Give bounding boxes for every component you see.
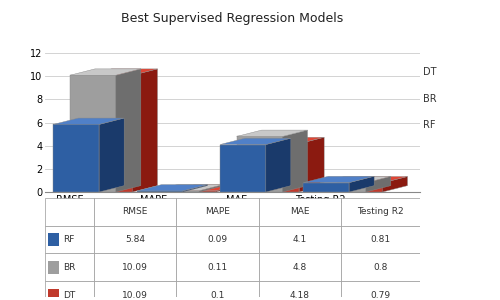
Polygon shape [154,191,199,192]
Polygon shape [254,144,299,192]
Bar [48,233,58,246]
Polygon shape [216,184,241,192]
Text: 0.1: 0.1 [210,290,224,299]
Polygon shape [182,184,208,192]
Polygon shape [349,176,374,192]
FancyBboxPatch shape [259,226,341,254]
Text: RF: RF [63,235,74,244]
Polygon shape [220,145,266,192]
Text: 4.18: 4.18 [290,290,310,299]
FancyBboxPatch shape [259,198,341,226]
Polygon shape [304,183,349,192]
Polygon shape [220,138,291,145]
Polygon shape [170,184,241,191]
Text: MAPE: MAPE [205,207,230,216]
Polygon shape [336,176,407,183]
Text: Testing R2: Testing R2 [358,207,404,216]
Polygon shape [336,183,382,192]
FancyBboxPatch shape [259,254,341,281]
FancyBboxPatch shape [45,254,94,281]
Text: MAE: MAE [290,207,310,216]
Polygon shape [154,184,224,191]
Title: Best Supervised Regression Models: Best Supervised Regression Models [122,12,344,25]
Text: DT: DT [63,290,75,299]
Polygon shape [99,118,124,192]
FancyBboxPatch shape [176,198,259,226]
Polygon shape [299,137,324,192]
Text: 5.84: 5.84 [125,235,145,244]
Bar [48,261,58,274]
Polygon shape [382,176,407,192]
FancyBboxPatch shape [45,226,94,254]
Text: 0.11: 0.11 [208,263,228,272]
Text: BR: BR [422,94,436,104]
Polygon shape [320,176,391,183]
FancyBboxPatch shape [341,198,420,226]
Polygon shape [70,69,141,75]
Polygon shape [282,130,308,192]
Text: 4.1: 4.1 [293,235,307,244]
Polygon shape [254,137,324,144]
Text: RMSE: RMSE [122,207,148,216]
Text: 0.79: 0.79 [370,290,390,299]
Polygon shape [320,183,366,192]
Polygon shape [86,69,158,75]
FancyBboxPatch shape [259,281,341,300]
FancyBboxPatch shape [94,254,176,281]
FancyBboxPatch shape [176,226,259,254]
Polygon shape [70,75,116,192]
Bar [48,289,58,300]
FancyBboxPatch shape [341,226,420,254]
Polygon shape [54,124,99,192]
Polygon shape [116,69,141,192]
Text: BR: BR [63,263,76,272]
Text: 10.09: 10.09 [122,290,148,299]
Polygon shape [366,176,391,192]
Text: DT: DT [422,67,436,77]
Text: 0.09: 0.09 [208,235,228,244]
Polygon shape [86,75,132,192]
FancyBboxPatch shape [94,198,176,226]
FancyBboxPatch shape [176,281,259,300]
FancyBboxPatch shape [341,254,420,281]
Text: RF: RF [422,119,435,130]
Polygon shape [54,118,124,124]
Polygon shape [266,138,291,192]
FancyBboxPatch shape [94,226,176,254]
Polygon shape [170,191,216,192]
Text: 0.81: 0.81 [370,235,390,244]
Polygon shape [136,184,208,191]
Text: 4.8: 4.8 [293,263,307,272]
FancyBboxPatch shape [45,198,94,226]
Polygon shape [304,176,374,183]
FancyBboxPatch shape [341,281,420,300]
Polygon shape [199,184,224,192]
FancyBboxPatch shape [94,281,176,300]
Polygon shape [136,191,182,192]
Text: 0.8: 0.8 [374,263,388,272]
FancyBboxPatch shape [45,281,94,300]
Polygon shape [236,136,282,192]
FancyBboxPatch shape [176,254,259,281]
Polygon shape [132,69,158,192]
Polygon shape [236,130,308,136]
Text: 10.09: 10.09 [122,263,148,272]
